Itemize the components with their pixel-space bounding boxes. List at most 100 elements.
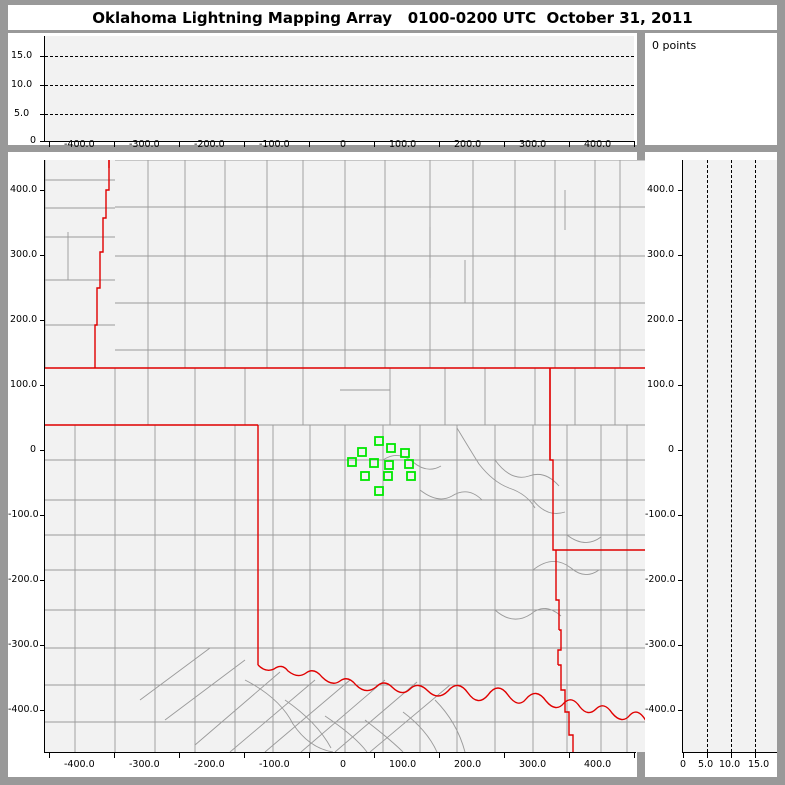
points-count-panel[interactable]: 0 points <box>645 33 777 145</box>
gridline-5 <box>707 160 708 752</box>
x-tickmark <box>683 753 684 758</box>
station-marker <box>369 458 379 468</box>
x-tick-label: 15.0 <box>748 759 770 770</box>
x-tickmark <box>244 753 245 758</box>
x-tick-label: 200.0 <box>454 759 482 770</box>
y-tick-label: 300.0 <box>10 249 38 260</box>
x-tick-label: -100.0 <box>259 759 290 770</box>
gridline-15 <box>45 56 634 57</box>
y-tickmark <box>40 85 45 86</box>
y-axis-line <box>44 36 45 142</box>
station-marker <box>400 448 410 458</box>
x-tick-label: 0 <box>680 759 687 770</box>
x-tick-label: -400.0 <box>64 139 95 150</box>
x-tickmark <box>569 753 570 758</box>
y-tickmark <box>40 515 45 516</box>
x-tickmark <box>244 142 245 147</box>
altitude-vs-north-plot-area[interactable] <box>683 160 777 752</box>
y-tickmark <box>40 255 45 256</box>
y-tick-label-0: 0 <box>30 135 37 146</box>
y-tick-label: -100.0 <box>8 509 39 520</box>
x-tick-label: -400.0 <box>64 759 95 770</box>
x-tickmark <box>439 753 440 758</box>
y-tick-label: 100.0 <box>10 379 38 390</box>
plan-view-map-panel[interactable]: 400.0 300.0 200.0 100.0 0 -100.0 -200.0 … <box>8 152 645 777</box>
station-marker <box>374 486 384 496</box>
x-tickmark <box>309 753 310 758</box>
y-tickmark <box>40 141 45 142</box>
station-marker <box>374 436 384 446</box>
y-tickmark <box>678 190 683 191</box>
y-tick-label: -300.0 <box>8 639 39 650</box>
x-tickmark <box>504 142 505 147</box>
x-tickmark <box>707 753 708 758</box>
y-tickmark <box>40 190 45 191</box>
x-tickmark <box>731 753 732 758</box>
lma-station-markers[interactable] <box>347 436 416 496</box>
x-tickmark <box>755 753 756 758</box>
station-marker <box>404 459 414 469</box>
x-tickmark <box>504 753 505 758</box>
y-tick-label: -200.0 <box>8 574 39 585</box>
county-map-svg <box>45 160 645 752</box>
y-tick-label: 0 <box>668 444 675 455</box>
station-marker <box>384 460 394 470</box>
y-tickmark <box>678 645 683 646</box>
x-tick-label: -200.0 <box>194 759 225 770</box>
y-tickmark <box>678 450 683 451</box>
y-tick-label: -300.0 <box>645 639 676 650</box>
gridline-15 <box>755 160 756 752</box>
x-tick-label: 200.0 <box>454 139 482 150</box>
y-tickmark <box>678 580 683 581</box>
y-tick-label-15: 15.0 <box>11 50 33 61</box>
x-tick-label: 100.0 <box>389 139 417 150</box>
y-tickmark <box>678 710 683 711</box>
station-marker <box>347 457 357 467</box>
state-boundaries <box>45 160 645 752</box>
x-tick-label: 10.0 <box>719 759 741 770</box>
x-tick-label: 0 <box>340 759 347 770</box>
y-tickmark <box>40 450 45 451</box>
station-marker <box>357 447 367 457</box>
plan-view-map-plot-area[interactable] <box>45 160 645 752</box>
x-tick-label: 400.0 <box>584 759 612 770</box>
y-axis-line <box>682 160 683 753</box>
gridline-5 <box>45 114 634 115</box>
y-tickmark <box>40 114 45 115</box>
altitude-vs-east-plot-area[interactable] <box>45 36 634 141</box>
y-tick-label-5: 5.0 <box>14 108 30 119</box>
y-tickmark <box>40 320 45 321</box>
y-tickmark <box>678 515 683 516</box>
gridline-10 <box>45 85 634 86</box>
x-tickmark <box>569 142 570 147</box>
y-tick-label-10: 10.0 <box>11 79 33 90</box>
y-tickmark <box>40 385 45 386</box>
x-axis-line <box>44 752 636 753</box>
x-tickmark <box>49 753 50 758</box>
x-tickmark <box>374 753 375 758</box>
y-tick-label: -100.0 <box>645 509 676 520</box>
points-count-label: 0 points <box>652 39 697 52</box>
altitude-vs-east-panel[interactable]: 15.0 10.0 5.0 0 <box>8 33 637 147</box>
x-tick-label: 300.0 <box>519 759 547 770</box>
county-boundaries <box>45 160 645 752</box>
x-tickmark <box>114 753 115 758</box>
x-tickmark <box>634 753 635 758</box>
y-tickmark <box>678 385 683 386</box>
y-tick-label: 300.0 <box>647 249 675 260</box>
x-tickmark <box>179 753 180 758</box>
y-tickmark <box>40 710 45 711</box>
window-title-bar: Oklahoma Lightning Mapping Array 0100-02… <box>8 5 777 30</box>
altitude-vs-north-panel[interactable]: 400.0 300.0 200.0 100.0 0 -100.0 -200.0 … <box>645 152 777 777</box>
y-tick-label: 400.0 <box>10 184 38 195</box>
station-marker <box>383 471 393 481</box>
x-tickmark <box>439 142 440 147</box>
y-tick-label: 200.0 <box>10 314 38 325</box>
x-tickmark <box>374 142 375 147</box>
x-tickmark <box>634 142 635 147</box>
station-marker <box>360 471 370 481</box>
y-tick-label: 0 <box>30 444 37 455</box>
y-tick-label: 400.0 <box>647 184 675 195</box>
y-tickmark <box>40 645 45 646</box>
x-tick-label: 300.0 <box>519 139 547 150</box>
